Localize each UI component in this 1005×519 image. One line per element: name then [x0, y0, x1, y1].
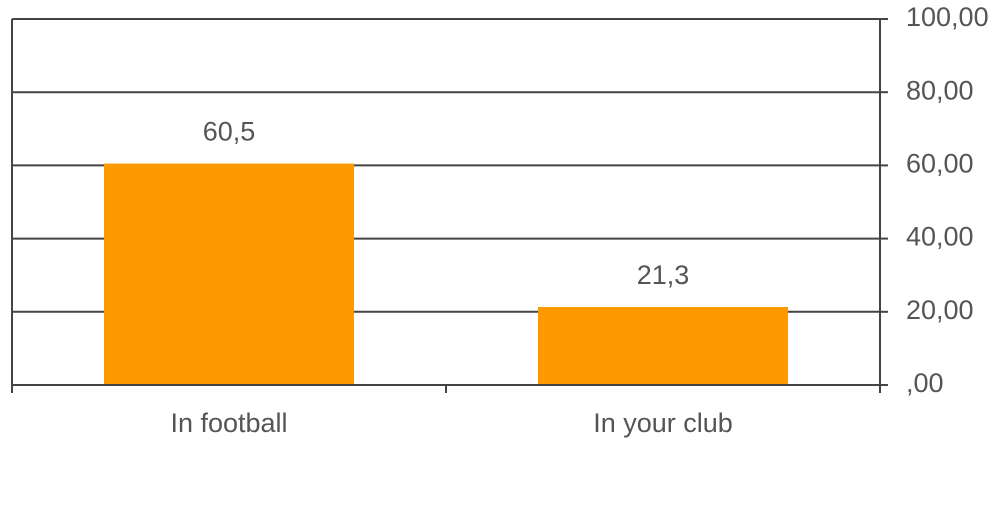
x-tick-label: In your club	[593, 408, 733, 438]
y-tick-label: 100,00	[906, 2, 989, 32]
y-tick-label: 40,00	[906, 222, 974, 252]
y-tick-label: 80,00	[906, 75, 974, 105]
bar	[538, 307, 788, 385]
y-tick-label: 20,00	[906, 295, 974, 325]
x-tick-label: In football	[170, 408, 287, 438]
value-label: 21,3	[637, 260, 690, 290]
y-tick-label: ,00	[906, 368, 944, 398]
value-label: 60,5	[203, 117, 256, 147]
bar	[104, 163, 354, 385]
y-tick-label: 60,00	[906, 149, 974, 179]
